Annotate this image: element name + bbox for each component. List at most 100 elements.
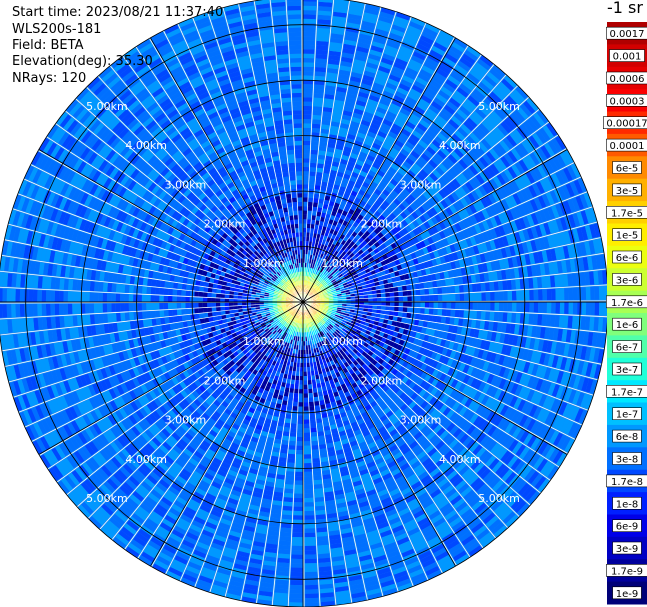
range-gate [491,522,505,535]
range-gate [588,240,596,255]
range-gate [344,142,353,149]
range-gate [540,410,550,423]
range-gate [385,197,393,205]
range-gate [510,112,522,125]
range-gate [342,297,347,300]
range-gate [362,476,372,484]
range-gate [377,521,389,530]
range-gate [484,396,494,408]
range-gate [469,328,476,337]
range-gate [355,537,368,545]
range-gate [474,144,485,156]
range-gate [567,198,576,213]
range-gate [439,364,447,373]
range-gate [379,11,394,20]
range-gate [367,262,373,268]
range-gate [559,151,570,166]
range-gate [416,43,430,53]
range-gate [336,351,342,357]
range-gate [482,512,496,525]
range-gate [393,420,402,429]
range-gate [446,236,454,245]
range-gate [330,328,336,333]
range-gate [532,133,543,146]
range-gate [446,262,452,271]
range-gate [391,394,399,402]
range-gate [304,458,312,464]
range-gate [329,315,335,320]
range-gate [534,211,543,224]
range-gate [343,284,349,289]
range-gate [497,343,504,354]
range-gate [580,242,587,256]
range-gate [336,399,342,406]
range-gate [322,226,327,232]
range-gate [396,252,403,259]
range-gate [576,345,583,359]
range-gate [349,512,361,519]
range-gate [374,110,385,119]
range-gate [309,317,312,323]
range-gate [420,232,427,240]
range-gate [490,387,498,398]
range-gate [313,193,320,199]
range-gate [394,259,401,266]
range-gate [328,415,335,422]
range-gate [317,337,321,343]
range-gate [305,254,308,259]
range-gate [416,102,428,112]
range-gate [426,506,439,517]
range-gate [333,358,338,364]
range-gate [427,447,438,457]
range-gate [452,459,464,470]
range-gate [502,223,510,235]
range-gate [380,289,386,294]
range-gate [314,75,325,81]
range-gate [385,480,396,489]
range-gate [351,67,364,75]
range-gate [425,57,439,68]
range-gate [334,179,342,186]
range-gate [400,403,408,412]
range-gate [371,449,381,457]
range-gate [537,277,543,288]
range-gate [431,378,439,387]
range-gate [347,353,353,360]
range-gate [554,275,560,287]
range-gate [328,530,340,536]
range-gate [347,459,356,466]
range-gate [384,269,390,275]
range-gate [462,53,476,65]
range-gate [343,39,357,46]
range-gate [446,294,452,301]
range-gate [356,159,364,167]
range-gate [332,272,337,278]
range-gate [329,215,336,221]
range-gate [344,391,351,398]
range-gate [464,153,475,164]
range-gate [321,239,326,245]
range-gate [451,302,456,309]
range-gate [390,163,400,171]
range-gate [330,264,335,270]
range-gate [388,402,397,410]
range-gate [334,276,340,281]
range-gate [459,419,469,430]
range-gate [394,302,399,307]
range-gate [522,266,529,278]
range-gate [435,401,444,411]
range-gate [358,348,364,355]
range-gate [498,366,507,377]
range-gate [460,197,469,208]
range-gate [344,350,350,356]
range-gate [438,111,450,122]
range-gate [393,528,406,538]
range-gate [325,504,336,510]
range-gate [303,110,312,115]
range-gate [380,392,388,400]
range-gate [351,382,358,389]
range-gate [316,215,321,221]
range-gate [324,160,332,166]
range-gate [497,237,505,248]
range-gate [364,434,373,441]
